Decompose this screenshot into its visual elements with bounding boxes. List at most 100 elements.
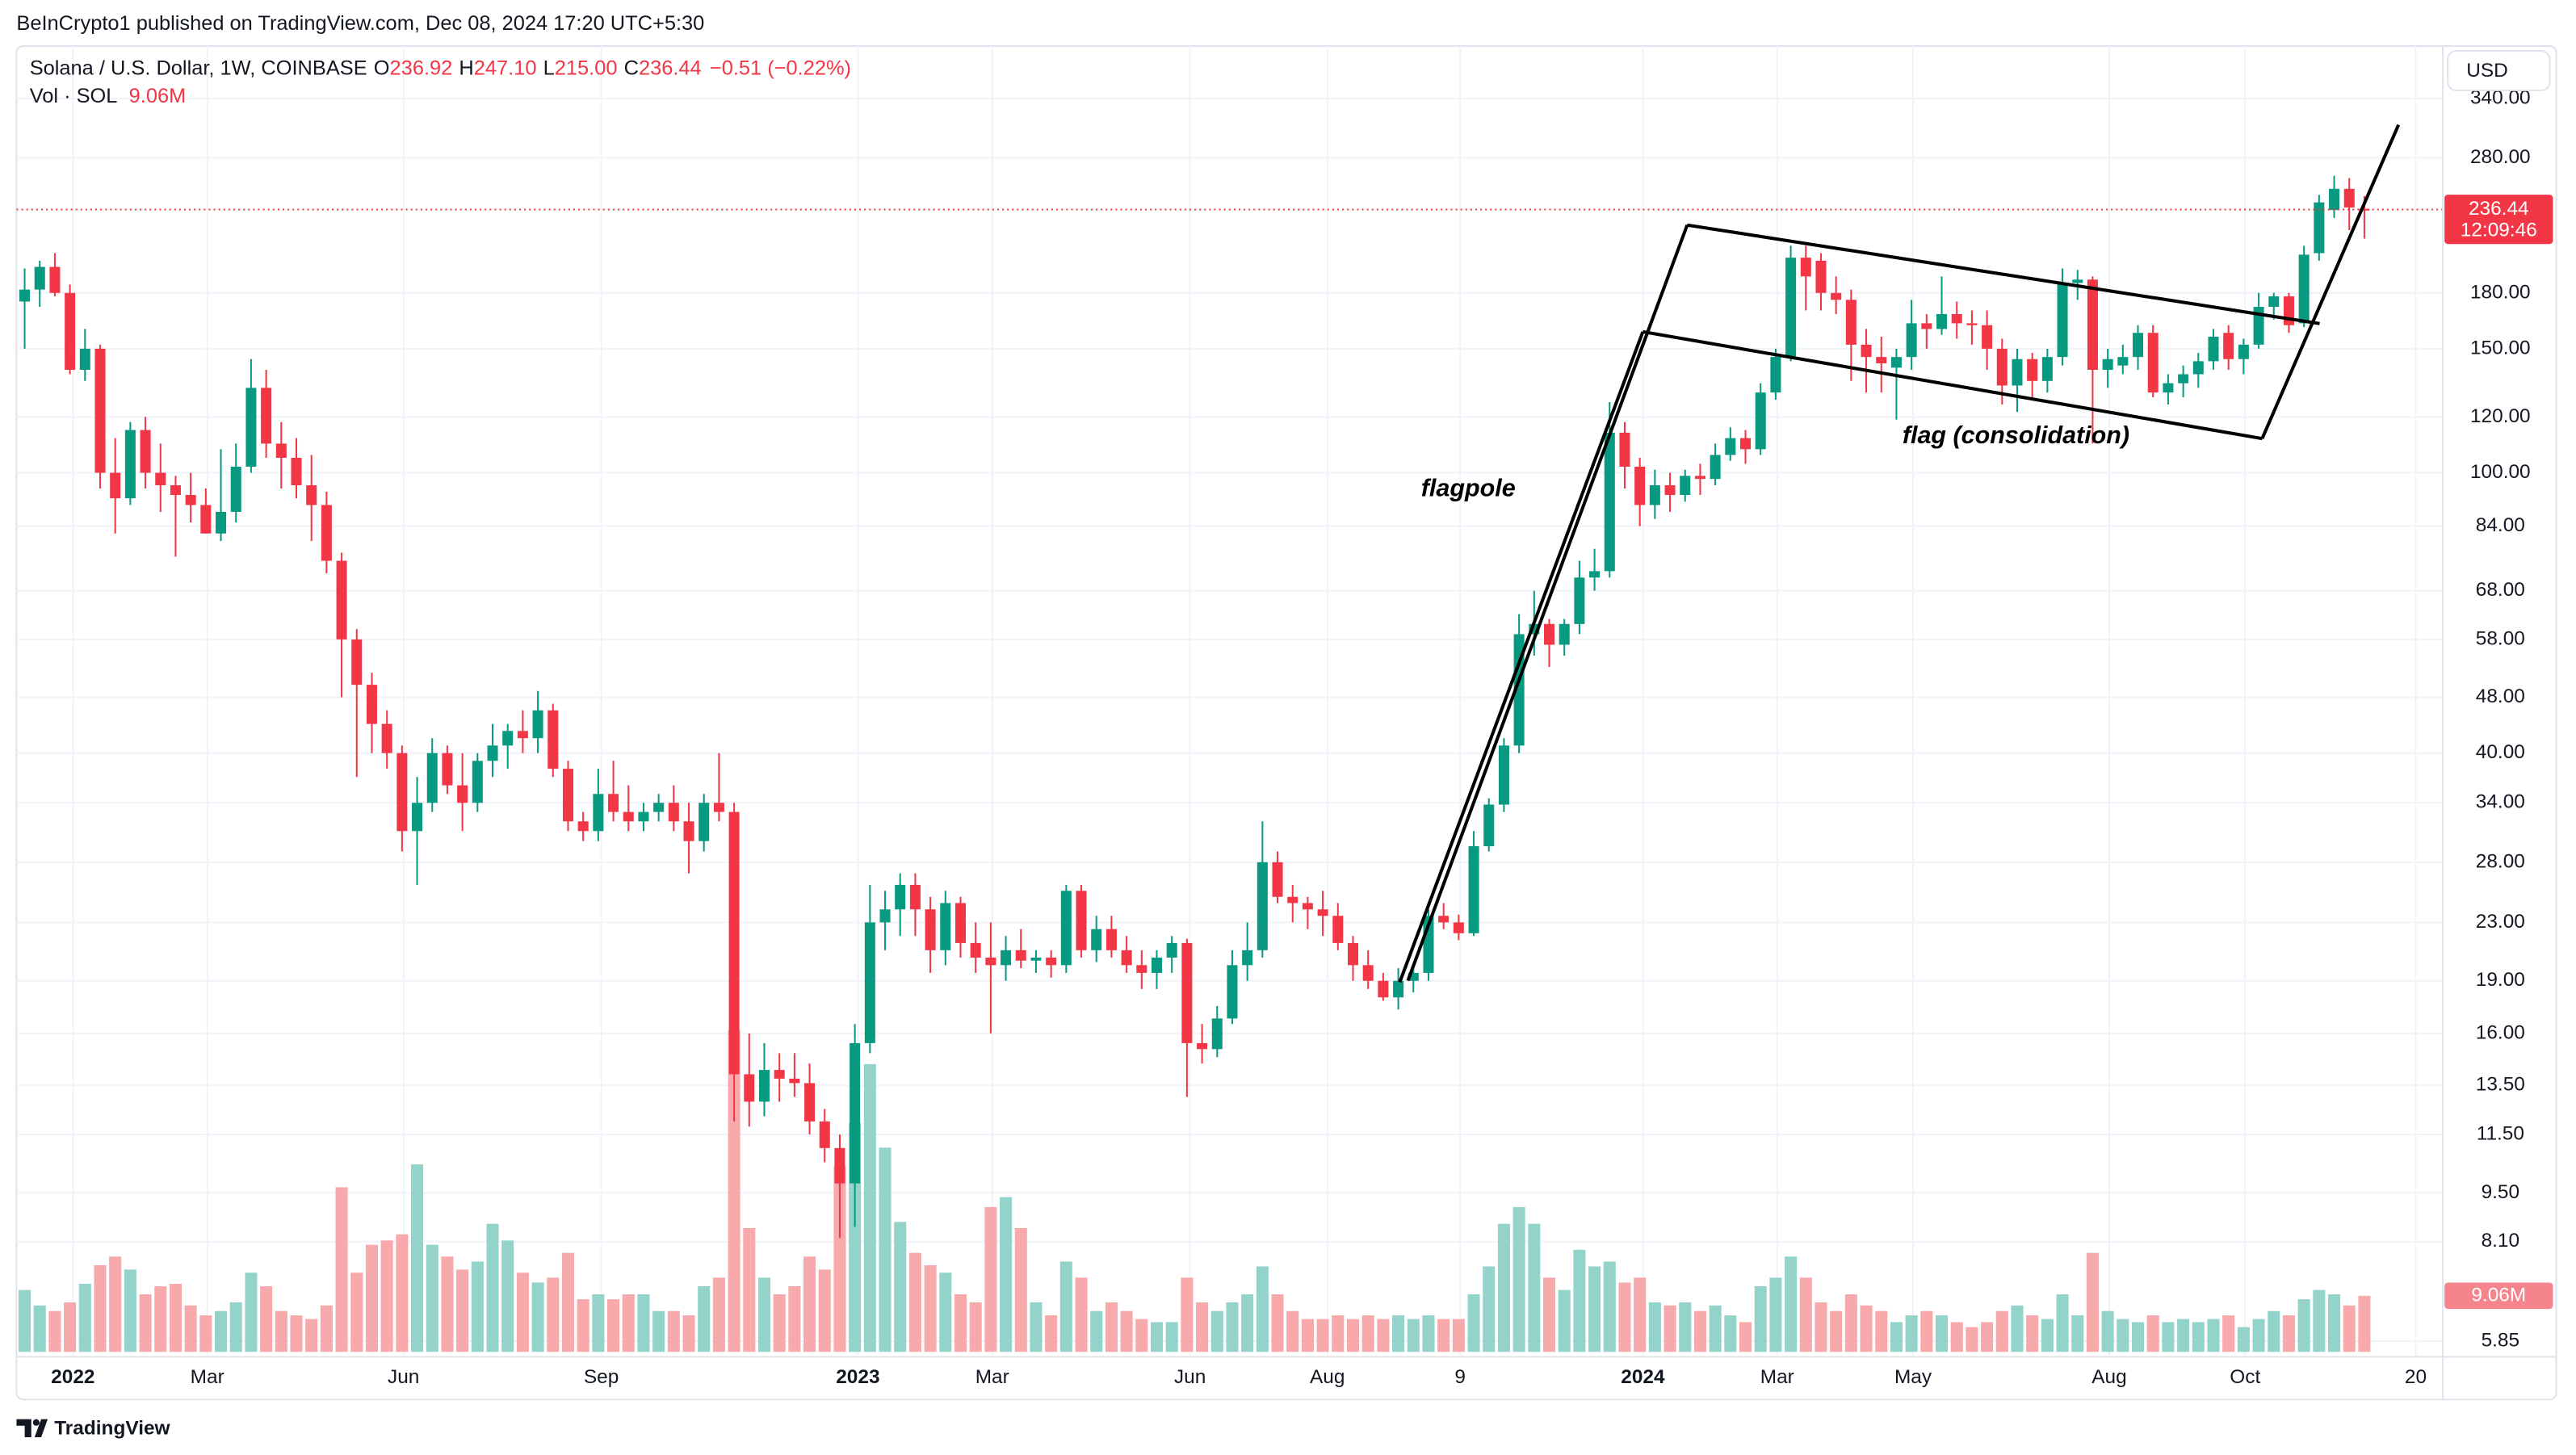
volume-bar	[1754, 1286, 1767, 1352]
volume-bar	[788, 1286, 801, 1352]
candle-body	[2087, 279, 2098, 371]
volume-bar	[1467, 1294, 1480, 1352]
candle-body	[925, 909, 936, 950]
volume-bar	[260, 1286, 273, 1352]
x-tick-label: Jun	[1174, 1366, 1206, 1388]
candle-body	[895, 884, 906, 910]
candle-body	[366, 685, 377, 724]
candle-body	[1513, 634, 1525, 746]
axis-labels: 340.00280.00180.00150.00120.00100.0084.0…	[51, 86, 2553, 1388]
candle-body	[49, 266, 61, 293]
volume-bar	[1920, 1310, 1933, 1352]
volume-bar	[2117, 1319, 2129, 1352]
candle-body	[970, 942, 981, 958]
candle-body	[65, 292, 76, 371]
y-tick-label: 11.50	[2477, 1122, 2524, 1144]
candle-body	[412, 803, 423, 832]
volume-bar	[33, 1305, 46, 1352]
volume-bar	[441, 1256, 454, 1352]
candle-body	[200, 505, 212, 534]
volume-bar	[894, 1222, 907, 1352]
candle-body	[1559, 623, 1570, 645]
symbol: Solana / U.S. Dollar, 1W, COINBASE	[30, 57, 367, 79]
volume-bar	[1618, 1282, 1631, 1352]
candle-body	[1030, 957, 1042, 961]
volume-bar	[1603, 1261, 1616, 1352]
volume-bar	[350, 1273, 363, 1352]
candle-body	[396, 753, 408, 832]
x-tick-label: Aug	[2091, 1366, 2126, 1388]
currency-button[interactable]	[2447, 50, 2551, 91]
volume-bar	[1075, 1277, 1088, 1352]
volume-bar	[1256, 1266, 1269, 1352]
volume-bar	[1090, 1310, 1103, 1352]
y-tick-label: 280.00	[2470, 146, 2531, 168]
volume-bar	[184, 1305, 197, 1352]
x-tick-label: Aug	[1310, 1366, 1345, 1388]
candle-body	[487, 745, 498, 761]
volume-bar	[169, 1283, 182, 1352]
candle-body	[2329, 188, 2340, 211]
candle-body	[1951, 313, 1962, 324]
volume-bar	[757, 1277, 771, 1352]
candle-body	[1332, 916, 1344, 943]
volume-bar	[2086, 1252, 2099, 1352]
volume-label: Vol · SOL	[30, 85, 118, 107]
candle-body	[1211, 1018, 1223, 1050]
tradingview-logo: TradingView	[16, 1417, 171, 1439]
candle-body	[1483, 804, 1495, 847]
volume-bar	[1452, 1319, 1465, 1352]
volume-bar	[863, 1063, 876, 1352]
currency[interactable]: USD	[2466, 60, 2508, 82]
volume-bar	[109, 1256, 122, 1352]
volume-bar	[290, 1315, 303, 1352]
volume-bar	[1377, 1319, 1390, 1352]
candle-body	[1408, 972, 1419, 981]
candle-body	[1242, 950, 1253, 966]
candle-body	[1302, 903, 1313, 910]
volume-bar	[1165, 1322, 1178, 1352]
legend: Solana / U.S. Dollar, 1W, COINBASE O236.9…	[30, 57, 851, 79]
x-tick-label: 9	[1454, 1366, 1466, 1388]
y-tick-label: 19.00	[2476, 969, 2525, 991]
volume-bar	[78, 1283, 91, 1352]
close-label: C	[624, 57, 639, 79]
candle-body	[1664, 484, 1676, 496]
candle-body	[34, 266, 45, 290]
y-tick-label: 40.00	[2476, 741, 2525, 763]
volume-bar	[1135, 1319, 1148, 1352]
close-value: 236.44	[639, 57, 702, 79]
volume-bar	[1483, 1266, 1496, 1352]
candle-body	[1076, 891, 1087, 950]
volume-bar	[365, 1244, 378, 1352]
volume-bar	[1663, 1305, 1676, 1352]
candle-body	[110, 472, 121, 499]
candle-body	[2192, 361, 2204, 375]
candle-body	[472, 761, 483, 803]
candle-body	[275, 443, 287, 459]
candle-body	[1197, 1042, 1208, 1050]
volume-bar	[1150, 1322, 1164, 1352]
open-label: O	[374, 57, 390, 79]
volume-bar	[712, 1277, 725, 1352]
volume-bar	[939, 1273, 952, 1352]
annotation: flagpole	[1421, 474, 1516, 501]
candle-body	[713, 803, 724, 812]
volume-bar	[1241, 1294, 1254, 1352]
candle-body	[140, 430, 151, 473]
volume-bar	[1860, 1305, 1873, 1352]
y-tick-label: 34.00	[2476, 791, 2525, 813]
candle-body	[457, 785, 468, 803]
volume-bar	[1588, 1266, 1601, 1352]
candle-body	[2117, 357, 2129, 366]
volume-bar	[1935, 1315, 1949, 1352]
candle-body	[185, 495, 196, 505]
annotation: flag (consolidation)	[1903, 421, 2129, 449]
candle-body	[1543, 623, 1555, 645]
candle-body	[683, 821, 694, 841]
candle-body	[2012, 359, 2023, 386]
candle-body	[940, 903, 951, 950]
volume-bar	[2011, 1305, 2024, 1352]
candle-body	[2238, 344, 2249, 359]
